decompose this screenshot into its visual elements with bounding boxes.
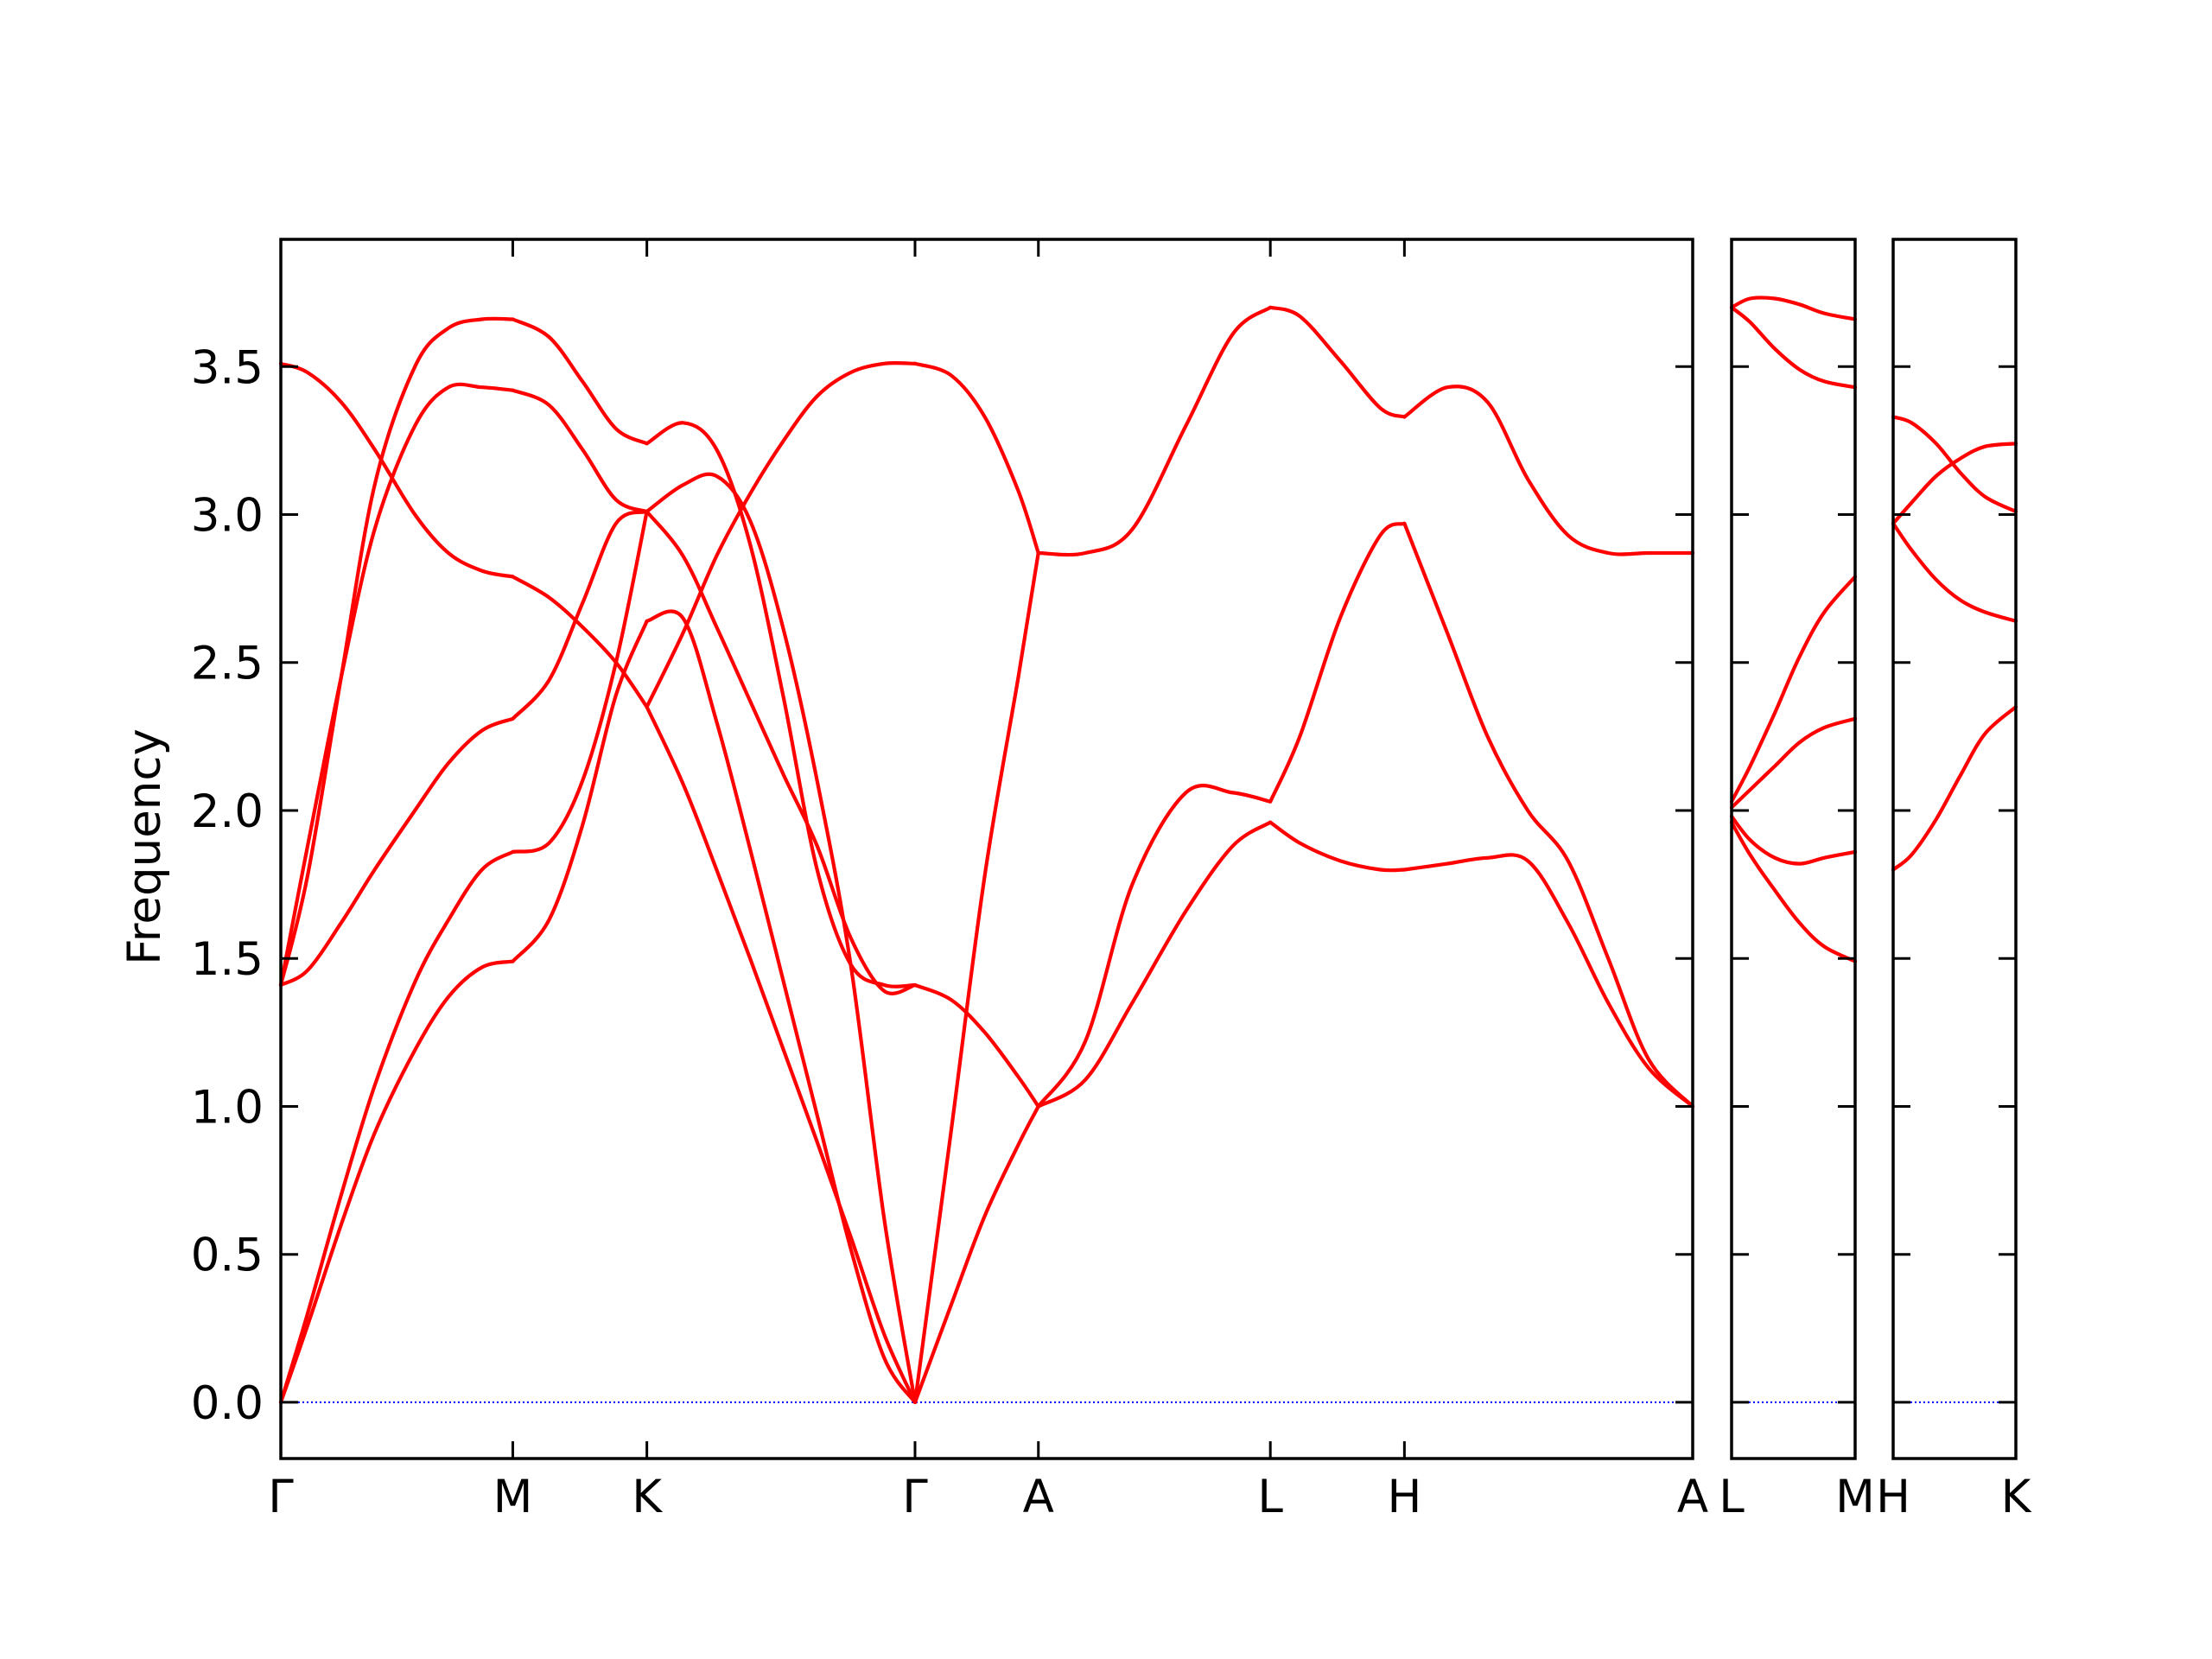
band-line [645,705,918,1404]
band-line [511,575,649,709]
x-tick-label-kpoint: L [1257,1471,1283,1523]
band-line [278,849,515,1404]
band-line [511,388,649,514]
band-line [1729,575,1858,804]
band-line [1036,784,1273,1109]
band-line [1036,305,1273,557]
band-line [278,716,515,988]
band-line [912,1104,1040,1404]
x-tick-label-kpoint: A [1023,1471,1054,1523]
x-tick-label-kpoint: L [1719,1471,1745,1523]
band-lines [278,305,1695,1404]
y-tick-label: 1.5 [191,933,264,986]
y-axis-label: Frequency [118,728,171,965]
band-lines [1729,296,1858,963]
band-line [1402,385,1695,556]
band-line [645,609,918,1404]
y-tick-label: 3.5 [191,341,264,394]
y-tick-label: 1.0 [191,1081,264,1134]
x-tick-label-kpoint: K [632,1471,663,1523]
band-line [511,510,649,854]
band-line [1729,305,1858,390]
panel-1: 0.0 0.5 1.0 1.5 2.0 2.5 3.0 3.5 Γ M K Γ A L H A [191,238,1708,1523]
y-tick-label: 3.0 [191,490,264,543]
band-line [1891,521,2018,623]
band-line [645,360,918,709]
band-line [1402,853,1695,1109]
x-tick-label-kpoint: A [1677,1471,1708,1523]
x-tick-label-kpoint: H [1387,1471,1421,1523]
y-tick-label: 0.0 [191,1377,264,1430]
band-line [1729,814,1858,866]
band-line [1891,415,2018,514]
band-line [1268,820,1407,873]
y-tick-label: 2.0 [191,785,264,838]
band-line [645,510,918,995]
band-line [1891,705,2018,872]
band-line [1891,442,2018,525]
band-line [912,361,1040,556]
band-line [1402,521,1695,1109]
band-line [511,317,649,446]
x-tick-label-kpoint: M [493,1471,533,1523]
band-line [912,550,1040,1404]
band-line [912,982,1040,1109]
band-line [511,510,649,721]
x-tick-label-kpoint: H [1876,1471,1910,1523]
x-tick-label-kpoint: Γ [268,1471,294,1523]
y-tick-label: 2.5 [191,638,264,690]
band-line [1729,716,1858,810]
band-line [278,316,515,988]
x-tick-label-kpoint: M [1835,1471,1875,1523]
panels-layer: 0.00.51.01.52.02.53.03.5Γ M K Γ A L H A L M H K [191,238,2032,1523]
band-line [278,959,515,1404]
band-line [278,361,515,579]
band-lines [1891,415,2018,872]
x-tick-label-kpoint: Γ [902,1471,928,1523]
panel-frame [1730,238,1857,1460]
panel-frame [279,238,1694,1460]
band-line [645,472,918,1404]
band-line [1268,521,1407,804]
band-line [1729,296,1858,321]
panel-frame [1891,238,2018,1460]
x-tick-label-kpoint: K [2001,1471,2032,1523]
band-line [1036,820,1273,1109]
y-tick-label: 0.5 [191,1230,264,1282]
band-line [1729,820,1858,963]
band-line [278,382,515,988]
band-line [645,421,918,988]
band-line [511,619,649,963]
band-line [1268,305,1407,419]
